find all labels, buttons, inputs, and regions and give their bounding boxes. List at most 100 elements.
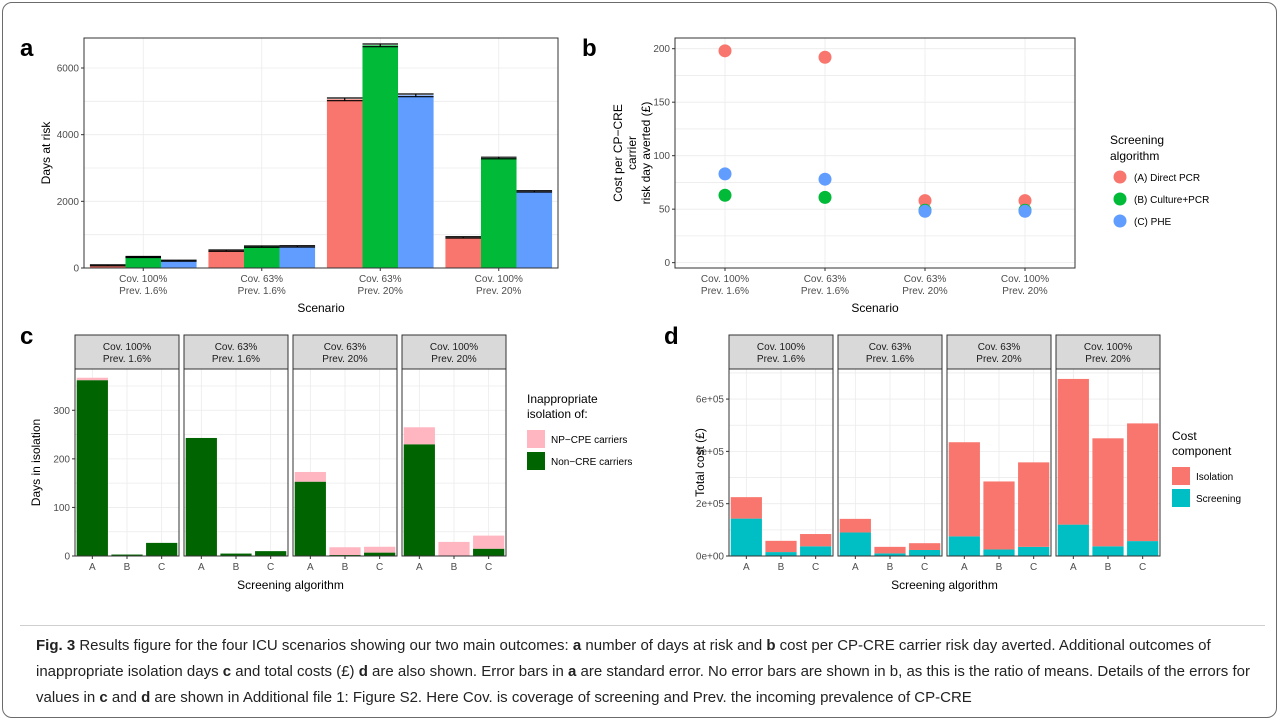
panel-b-xtick-label: Cov. 63% bbox=[904, 274, 947, 285]
panel-c-bar-np_cpe bbox=[438, 542, 469, 556]
caption-panel-ref: d bbox=[141, 689, 150, 706]
panel-a-bar bbox=[398, 95, 434, 268]
panel-c-xtick-label: A bbox=[307, 562, 314, 573]
panel-c-bar-non_cre bbox=[146, 543, 177, 556]
caption-text: Results figure for the four ICU scenario… bbox=[36, 637, 1250, 706]
panel-d-bar-screening bbox=[765, 552, 796, 556]
panel-d-facet-strip-label: Prev. 1.6% bbox=[866, 354, 914, 365]
panel-c-bar-np_cpe bbox=[77, 378, 108, 380]
panel-d-legend-label: Screening bbox=[1196, 494, 1241, 505]
caption-panel-ref: d bbox=[359, 663, 368, 680]
panel-d-ylabel: Total cost (£) bbox=[693, 428, 707, 497]
panel-d-facet-strip-label: Cov. 63% bbox=[978, 342, 1021, 353]
panel-c-bar-non_cre bbox=[295, 482, 326, 556]
panel-b-point bbox=[919, 205, 932, 218]
panel-label-b: b bbox=[582, 35, 597, 62]
panel-b-xtick-label: Prev. 20% bbox=[1002, 286, 1047, 297]
panel-d-ytick-label: 2e+05 bbox=[696, 499, 725, 510]
panel-c-facet-strip-label: Prev. 20% bbox=[322, 354, 367, 365]
panel-c-ylabel: Days in isolation bbox=[29, 419, 43, 506]
panel-a-ylabel: Days at risk bbox=[39, 121, 53, 185]
caption-panel-ref: b bbox=[766, 637, 775, 654]
panel-a-xtick-label: Prev. 20% bbox=[476, 286, 521, 297]
panel-b-ylabel: risk day averted (£) bbox=[639, 102, 653, 205]
panel-c-legend-label: NP−CPE carriers bbox=[551, 435, 627, 446]
panel-d-facet-strip-label: Cov. 100% bbox=[1084, 342, 1132, 353]
panel-d-bar-isolation bbox=[1127, 423, 1158, 541]
caption-separator bbox=[20, 625, 1265, 626]
panel-a-xtick-label: Prev. 20% bbox=[358, 286, 403, 297]
panel-b-ytick-label: 150 bbox=[653, 98, 670, 109]
figure-caption: Fig. 3 Results figure for the four ICU s… bbox=[36, 633, 1261, 711]
panel-c-ytick-label: 200 bbox=[53, 454, 70, 465]
panel-d-bar-screening bbox=[731, 519, 762, 556]
panel-a-xtick-label: Cov. 63% bbox=[359, 274, 402, 285]
panel-c-xtick-label: A bbox=[89, 562, 96, 573]
panel-c-ytick-label: 300 bbox=[53, 406, 70, 417]
panel-c-bar-np_cpe bbox=[404, 427, 435, 444]
panel-c-facet-strip-label: Cov. 100% bbox=[430, 342, 478, 353]
panel-c-ytick-label: 100 bbox=[53, 503, 70, 514]
panel-d-bar-isolation bbox=[1018, 462, 1049, 546]
panel-c-bar-np_cpe bbox=[473, 536, 504, 549]
panel-b-xlabel: Scenario bbox=[851, 301, 899, 315]
panel-b-legend-title: Screening bbox=[1110, 133, 1164, 147]
caption-label: Fig. 3 bbox=[36, 637, 75, 654]
panel-d-xtick-label: A bbox=[1070, 562, 1077, 573]
panel-b-point bbox=[719, 167, 732, 180]
panel-b-legend-label: (C) PHE bbox=[1134, 217, 1172, 228]
panel-b-point bbox=[819, 51, 832, 64]
panel-a-bar bbox=[481, 158, 517, 268]
panel-c-bar-non_cre bbox=[364, 553, 395, 556]
panel-d-xtick-label: C bbox=[921, 562, 928, 573]
panel-a-bar bbox=[280, 246, 316, 268]
panel-d-xtick-label: B bbox=[887, 562, 894, 573]
panel-a-bar bbox=[327, 99, 363, 268]
caption-panel-ref: c bbox=[99, 689, 107, 706]
panel-b-point bbox=[719, 189, 732, 202]
panel-b-ytick-label: 0 bbox=[664, 258, 670, 269]
panel-c-bar-non_cre bbox=[186, 438, 217, 556]
panel-d-legend-title: Cost bbox=[1172, 429, 1197, 443]
panel-a-ytick-label: 4000 bbox=[57, 130, 80, 141]
panel-d-xtick-label: B bbox=[1105, 562, 1112, 573]
panel-d-bar-isolation bbox=[874, 547, 905, 554]
panel-b-ylabel: Cost per CP−CRE bbox=[611, 104, 625, 202]
panel-d-legend-label: Isolation bbox=[1196, 472, 1233, 483]
panel-c-facet-strip-label: Cov. 63% bbox=[215, 342, 258, 353]
panel-c-facet-strip-label: Prev. 1.6% bbox=[103, 354, 151, 365]
panel-d-xtick-label: C bbox=[1030, 562, 1037, 573]
caption-panel-ref: a bbox=[568, 663, 576, 680]
panel-c-xtick-label: C bbox=[376, 562, 383, 573]
panel-a-ytick-label: 6000 bbox=[57, 64, 80, 75]
panel-a-bar bbox=[362, 45, 398, 268]
panel-d-bar-isolation bbox=[1058, 379, 1089, 525]
panel-d-facet-strip-label: Prev. 1.6% bbox=[757, 354, 805, 365]
panel-a-bar bbox=[125, 257, 161, 268]
panel-c-legend-title: isolation of: bbox=[527, 407, 588, 421]
panel-c-xtick-label: A bbox=[198, 562, 205, 573]
panel-d-bar-screening bbox=[1092, 546, 1123, 556]
panel-b-legend-key bbox=[1114, 215, 1127, 228]
panel-a-bar bbox=[244, 247, 280, 268]
panel-d-xtick-label: B bbox=[996, 562, 1003, 573]
panel-b-xtick-label: Cov. 63% bbox=[804, 274, 847, 285]
panel-c-ytick-label: 0 bbox=[64, 552, 70, 563]
panel-d-legend-key bbox=[1172, 467, 1190, 485]
panel-c-facet-strip-label: Prev. 1.6% bbox=[212, 354, 260, 365]
panel-d-ytick-label: 6e+05 bbox=[696, 395, 725, 406]
panel-d-bar-screening bbox=[1127, 541, 1158, 556]
panel-c-bar-non_cre bbox=[255, 551, 286, 556]
panel-c-bar-np_cpe bbox=[295, 472, 326, 482]
panel-b-point bbox=[719, 44, 732, 57]
panel-d-bar-isolation bbox=[800, 534, 831, 546]
panel-d-bar-screening bbox=[983, 549, 1014, 556]
panel-d-legend-title: component bbox=[1172, 444, 1232, 458]
panel-b-point bbox=[819, 173, 832, 186]
panel-c-legend-label: Non−CRE carriers bbox=[551, 457, 632, 468]
panel-b-legend-key bbox=[1114, 171, 1127, 184]
panel-c-legend-key bbox=[527, 452, 545, 470]
panel-b-ytick-label: 50 bbox=[659, 205, 671, 216]
panel-d-bar-screening bbox=[909, 550, 940, 556]
